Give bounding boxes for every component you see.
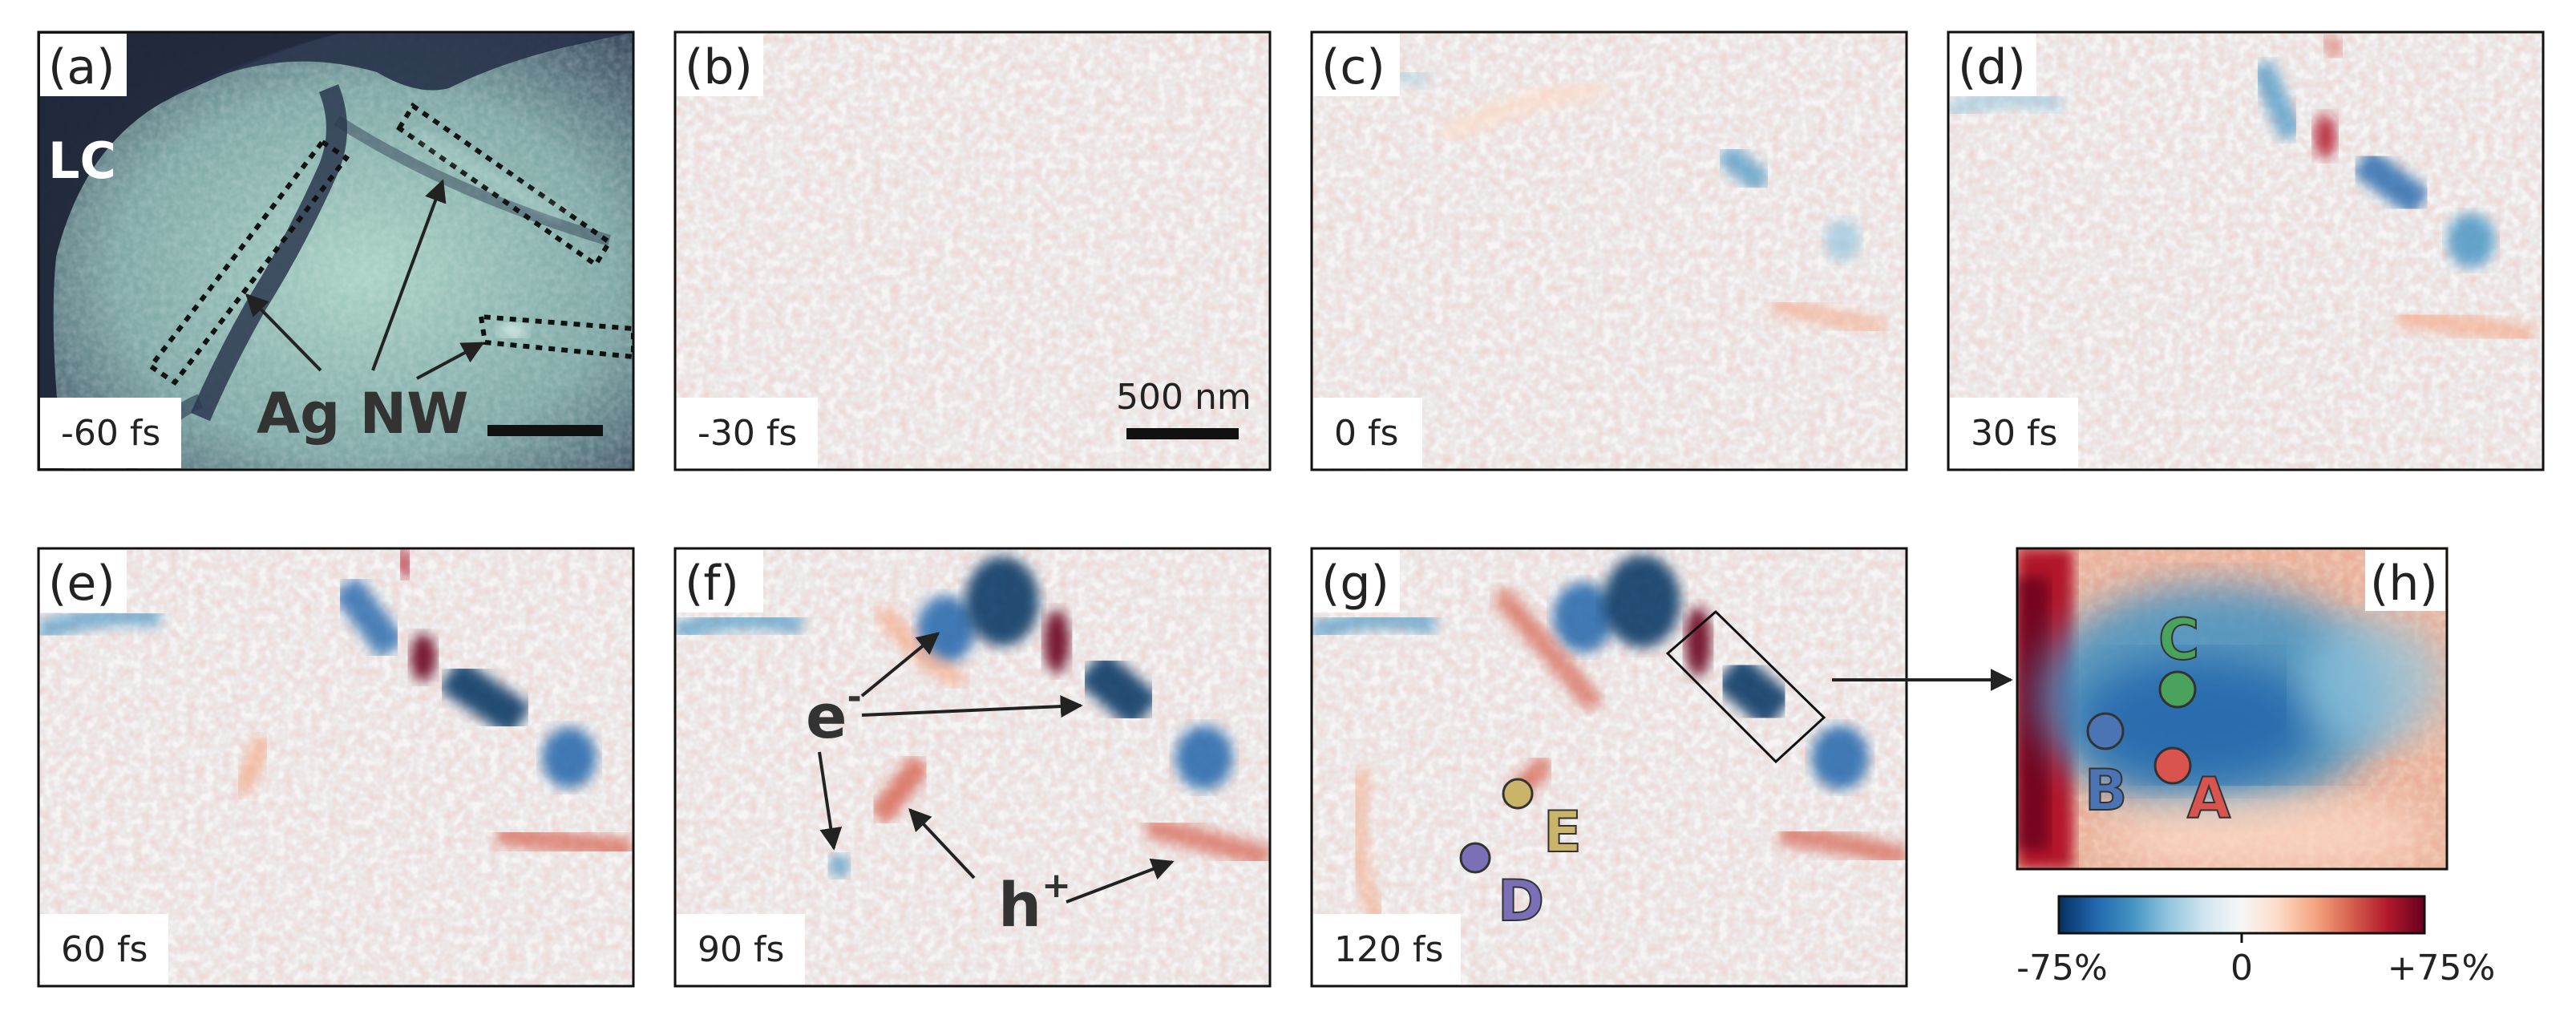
panel-d: [1948, 32, 2543, 470]
panel-f: [675, 548, 1270, 986]
panel-a: [38, 32, 633, 470]
panel-e: [38, 548, 633, 986]
panel-g-label: (g): [1321, 556, 1389, 612]
panel-b: [675, 32, 1270, 470]
electron-label: e-: [806, 677, 862, 752]
point-c-marker: [2158, 670, 2197, 709]
panel-d-label: (d): [1958, 39, 2026, 95]
panel-b-time: -30 fs: [698, 413, 797, 454]
panel-g: [1312, 548, 1907, 986]
point-e-label: E: [1543, 799, 1582, 865]
panel-c: [1312, 32, 1907, 470]
hole-label: h+: [998, 865, 1071, 940]
point-c-label: C: [2158, 607, 2199, 673]
point-a-label: A: [2187, 766, 2230, 831]
panel-e-label: (e): [48, 556, 115, 612]
lc-label: LC: [48, 131, 116, 190]
point-b-label: B: [2085, 758, 2127, 823]
colorbar: [2057, 895, 2426, 935]
panel-c-time: 0 fs: [1334, 413, 1398, 454]
panel-f-label: (f): [685, 556, 739, 612]
point-e-marker: [1502, 778, 1534, 810]
panel-g-time: 120 fs: [1334, 929, 1443, 970]
panel-c-label: (c): [1321, 39, 1385, 95]
panel-d-time: 30 fs: [1971, 413, 2057, 454]
panel-b-label: (b): [685, 39, 753, 95]
point-b-marker: [2086, 712, 2125, 750]
panel-h-label: (h): [2370, 556, 2438, 612]
panel-a-time: -60 fs: [61, 413, 160, 454]
colorbar-max: +75%: [2388, 948, 2496, 989]
point-a-marker: [2153, 746, 2192, 785]
ag-nw-label: Ag NW: [257, 381, 468, 447]
panel-a-label: (a): [48, 39, 115, 95]
colorbar-min: -75%: [2016, 948, 2108, 989]
panel-f-time: 90 fs: [698, 929, 784, 970]
colorbar-mid: 0: [2230, 948, 2253, 989]
point-d-marker: [1459, 842, 1491, 874]
point-d-label: D: [1498, 868, 1544, 934]
panel-e-time: 60 fs: [61, 929, 148, 970]
scalebar-label: 500 nm: [1116, 377, 1252, 418]
